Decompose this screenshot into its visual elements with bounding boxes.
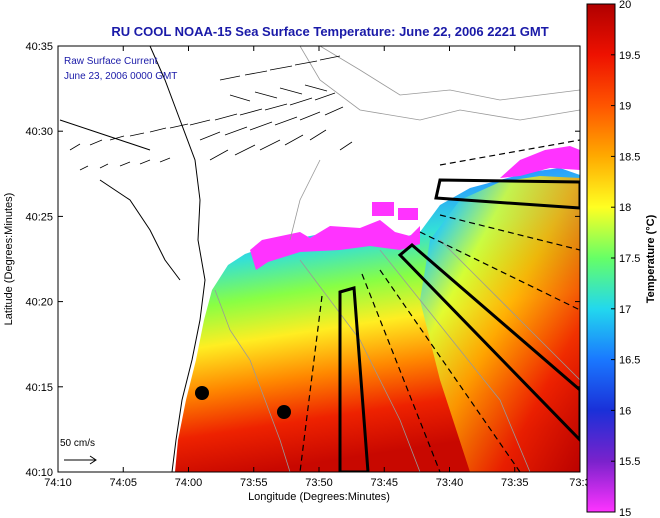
plot-area: Raw Surface Current June 23, 2006 0000 G… xyxy=(58,46,580,472)
station-marker-east xyxy=(277,405,291,419)
x-axis-label: Longitude (Degrees:Minutes) xyxy=(248,491,390,503)
x-tick-label: 74:00 xyxy=(175,477,203,489)
y-tick-label: 40:15 xyxy=(25,382,53,394)
y-tick-label: 40:30 xyxy=(25,126,53,138)
y-axis-label: Latitude (Degrees:Minutes) xyxy=(3,193,15,326)
x-tick-label: 73:35 xyxy=(501,477,529,489)
y-tick-label: 40:35 xyxy=(25,41,53,53)
colorbar-tick-label: 17 xyxy=(619,304,631,316)
bathymetry-contours xyxy=(214,46,580,472)
current-vectors xyxy=(69,55,353,171)
colorbar-tick-label: 19 xyxy=(619,101,631,113)
y-tick-label: 40:25 xyxy=(25,211,53,223)
colorbar-tick-label: 20 xyxy=(619,0,631,11)
x-tick-label: 73:50 xyxy=(305,477,333,489)
transect-box-central xyxy=(338,286,370,472)
colorbar-tick-label: 15.5 xyxy=(619,456,640,468)
sst-cool-patch xyxy=(372,202,394,216)
sst-cool-edge-ne xyxy=(500,146,580,178)
coastline xyxy=(59,46,206,472)
legend-line-2: June 23, 2006 0000 GMT xyxy=(64,71,177,82)
colorbar-tick-label: 19.5 xyxy=(619,50,640,62)
x-axis-ticks: 74:10 74:05 74:00 73:55 73:50 73:45 73:40 73:35… xyxy=(44,46,591,489)
y-tick-label: 40:20 xyxy=(25,297,53,309)
sst-cool-edge xyxy=(250,220,420,270)
scale-arrow xyxy=(64,455,97,465)
colorbar-tick-label: 18 xyxy=(619,202,631,214)
y-tick-label: 40:10 xyxy=(25,467,53,479)
x-tick-label: 74:05 xyxy=(109,477,137,489)
x-tick-label: 73:3 xyxy=(569,477,590,489)
colorbar-tick-label: 17.5 xyxy=(619,253,640,265)
colorbar-tick-label: 16.5 xyxy=(619,355,640,367)
colorbar-tick-label: 16 xyxy=(619,405,631,417)
colorbar-tick-label: 15 xyxy=(619,507,631,518)
transect-box-north xyxy=(434,178,580,210)
colorbar-label: Temperature (°C) xyxy=(645,214,657,303)
sst-cool-patch-2 xyxy=(398,208,418,220)
colorbar xyxy=(586,3,616,513)
scale-label: 50 cm/s xyxy=(60,438,95,449)
legend-line-1: Raw Surface Current xyxy=(64,56,158,67)
colorbar-tick-label: 18.5 xyxy=(619,151,640,163)
x-tick-label: 73:55 xyxy=(240,477,268,489)
dashed-lines xyxy=(299,139,580,472)
x-tick-label: 74:10 xyxy=(44,477,72,489)
transect-box-diagonal xyxy=(397,243,580,443)
colorbar-ticks: 20 19.5 19 18.5 18 17.5 17 16.5 16 15.5 15 xyxy=(611,0,640,518)
y-axis-ticks: 40:35 40:30 40:25 40:20 40:15 40:10 xyxy=(25,41,580,479)
x-tick-label: 73:40 xyxy=(436,477,464,489)
x-tick-label: 73:45 xyxy=(370,477,398,489)
transect-lines xyxy=(338,178,580,472)
station-marker-west xyxy=(195,386,209,400)
map-title: RU COOL NOAA-15 Sea Surface Temperature:… xyxy=(111,24,548,39)
